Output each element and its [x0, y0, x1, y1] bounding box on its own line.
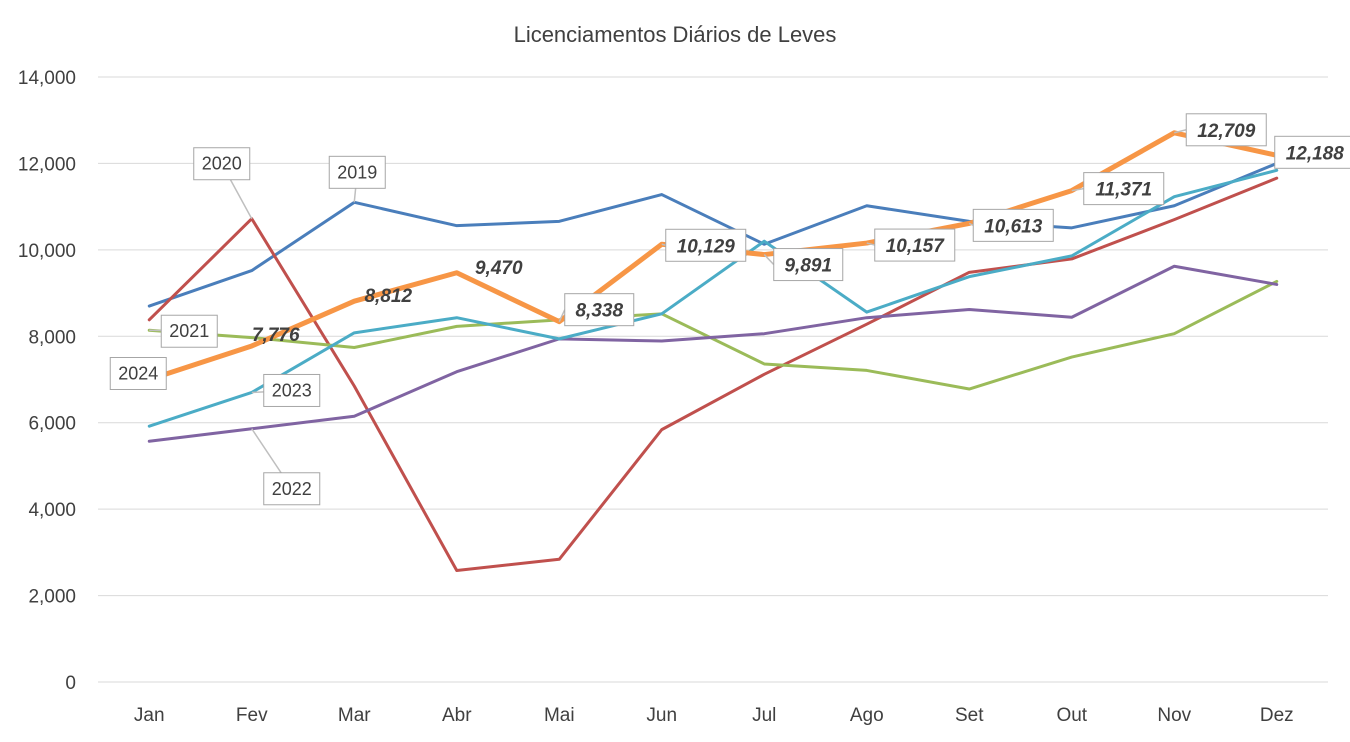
- series-callout-2022: 2022: [251, 428, 321, 506]
- data-label-leader: [558, 309, 566, 322]
- data-label: 7,776: [252, 325, 300, 346]
- y-tick-label: 10,000: [18, 241, 76, 262]
- data-label-text: 12,709: [1197, 121, 1256, 142]
- series-callout-2021: 2021: [149, 314, 218, 348]
- callout-text: 2022: [272, 479, 312, 499]
- data-label-box: [1185, 113, 1267, 147]
- series-line-2023: [147, 168, 1279, 428]
- y-tick-label: 0: [65, 673, 76, 694]
- data-label-box: [972, 208, 1054, 242]
- x-tick-label: Set: [955, 705, 984, 726]
- x-tick-label: Jan: [134, 705, 165, 726]
- data-label-text: 8,812: [364, 286, 412, 307]
- data-label-text: 10,613: [984, 216, 1043, 237]
- series-callout-2019: 2019: [328, 155, 386, 203]
- data-label-box: [1274, 135, 1350, 169]
- series-callout-2023: 2023: [251, 373, 321, 407]
- y-tick-label: 2,000: [28, 587, 76, 608]
- data-labels: 7,776 8,812 9,470 8,338 10,129 9,891 10,157 10,…: [252, 113, 1350, 346]
- data-label-leader: [661, 243, 666, 247]
- callout-box: [263, 472, 321, 506]
- data-label-leader: [763, 254, 775, 266]
- y-axis-ticks: 0 2,000 4,000 6,000 8,000 10,000 12,000 14,000: [18, 68, 76, 694]
- callout-text: 2020: [202, 154, 242, 174]
- x-tick-label: Dez: [1260, 705, 1294, 726]
- callout-text: 2021: [169, 321, 209, 341]
- data-label-text: 10,129: [677, 236, 736, 257]
- callout-text: 2019: [337, 162, 377, 182]
- data-label-leader: [1174, 129, 1187, 134]
- data-label-box: [665, 228, 747, 262]
- y-tick-label: 12,000: [18, 154, 76, 175]
- series-callout-2024: 2024: [109, 357, 167, 390]
- x-tick-label: Ago: [850, 705, 884, 726]
- data-label-text: 10,157: [886, 236, 946, 257]
- data-label: 12,188: [1274, 135, 1350, 169]
- chart-title: Licenciamentos Diários de Leves: [514, 22, 837, 47]
- x-tick-label: Mar: [338, 705, 371, 726]
- data-label: 11,371: [1071, 172, 1165, 206]
- data-label: 10,613: [968, 208, 1054, 242]
- series-line-2021: [147, 279, 1279, 391]
- y-tick-label: 4,000: [28, 500, 76, 521]
- data-label-box: [564, 293, 635, 327]
- series-line-2022: [147, 264, 1279, 443]
- x-tick-label: Nov: [1157, 705, 1191, 726]
- data-label: 8,338: [558, 293, 635, 327]
- series-line-2019: [147, 161, 1279, 308]
- data-label-text: 8,338: [575, 301, 623, 322]
- y-tick-label: 6,000: [28, 414, 76, 435]
- y-tick-label: 14,000: [18, 68, 76, 89]
- data-label-text: 9,891: [784, 256, 832, 277]
- x-tick-label: Jul: [752, 705, 776, 726]
- y-tick-label: 8,000: [28, 327, 76, 348]
- data-label-box: [874, 228, 956, 262]
- x-tick-label: Out: [1056, 705, 1087, 726]
- data-label: 12,709: [1174, 113, 1267, 147]
- callout-box: [328, 155, 386, 189]
- data-label-leader: [968, 222, 974, 227]
- callout-box: [193, 147, 251, 181]
- x-tick-label: Mai: [544, 705, 575, 726]
- x-tick-label: Abr: [442, 705, 472, 726]
- series-callout-2020: 2020: [193, 147, 253, 220]
- data-label-box: [1083, 172, 1165, 206]
- data-label-box: [773, 248, 844, 282]
- data-label-text: 9,470: [475, 258, 523, 279]
- data-label-text: 7,776: [252, 325, 300, 346]
- series-callouts: 2019 2020 2021 2022 2023 2024: [109, 147, 386, 506]
- x-tick-label: Fev: [236, 705, 268, 726]
- data-label-text: 11,371: [1095, 180, 1152, 201]
- data-label-leader: [866, 242, 875, 246]
- data-label-text: 12,188: [1286, 143, 1345, 164]
- data-label: 8,812: [364, 286, 412, 307]
- callout-box: [160, 314, 218, 348]
- callout-text: 2023: [272, 380, 312, 400]
- callout-text: 2024: [118, 364, 158, 384]
- x-tick-label: Jun: [646, 705, 677, 726]
- data-label: 10,129: [661, 228, 747, 262]
- callout-box: [263, 373, 321, 407]
- data-label-leader: [1071, 187, 1084, 192]
- series-line-2020: [147, 176, 1279, 573]
- data-label: 9,891: [763, 248, 844, 282]
- callout-box: [109, 357, 167, 390]
- data-label: 9,470: [475, 258, 523, 279]
- data-label: 10,157: [866, 228, 956, 262]
- x-axis-ticks: Jan Fev Mar Abr Mai Jun Jul Ago Set Out Nov Dez: [134, 705, 1294, 726]
